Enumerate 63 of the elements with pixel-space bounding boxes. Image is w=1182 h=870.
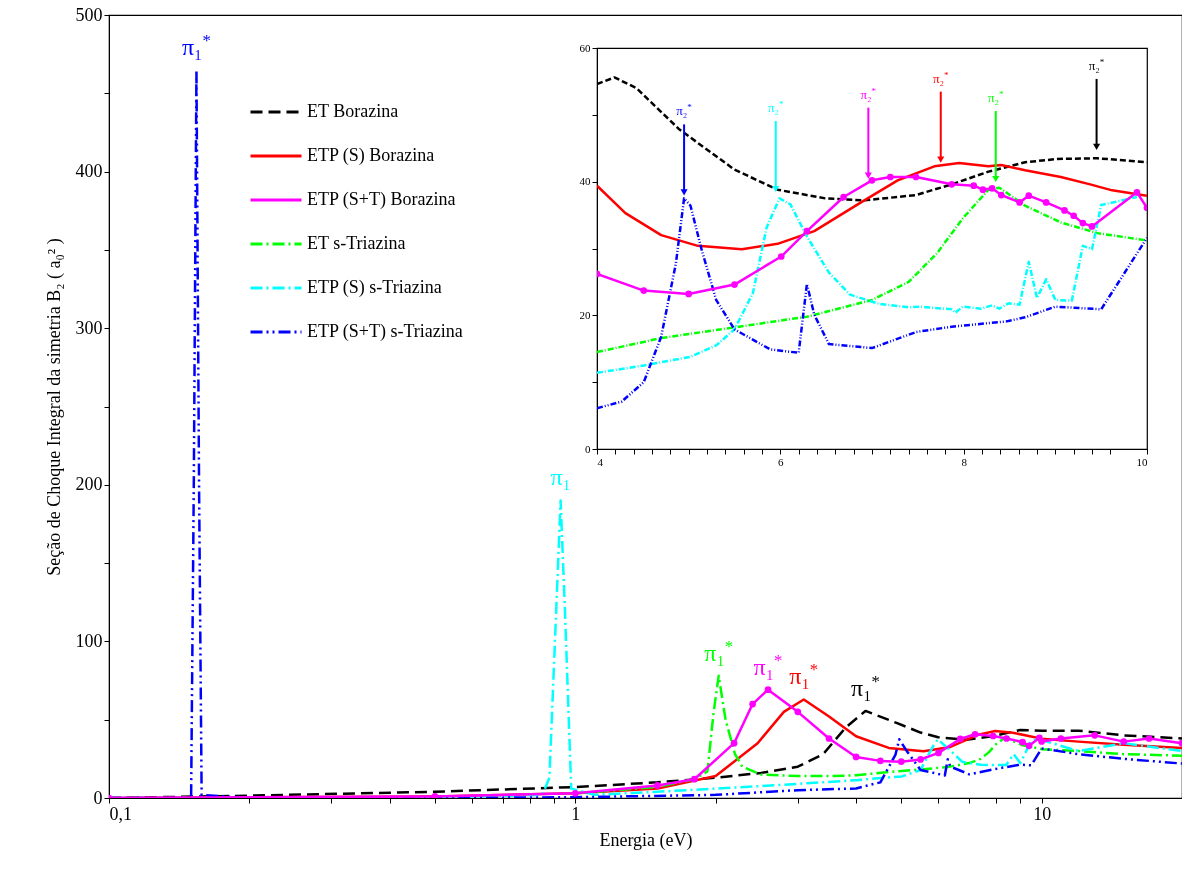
x-tick-label: 10 <box>1136 455 1148 468</box>
annotation: π₁ <box>550 464 571 491</box>
legend-label: ETP (S) Borazina <box>307 145 435 166</box>
legend-label: ET Borazina <box>307 101 399 121</box>
point <box>640 287 648 294</box>
point <box>1025 192 1033 200</box>
y-tick-label: 400 <box>75 161 103 182</box>
point <box>1133 189 1141 196</box>
y-tick-label: 300 <box>75 317 103 338</box>
point <box>1079 219 1087 227</box>
x-axis-title: Energia (eV) <box>599 829 693 851</box>
point <box>1070 212 1078 220</box>
point <box>1061 207 1068 214</box>
line-series <box>597 197 1147 410</box>
point <box>970 182 978 190</box>
y-tick-label: 200 <box>75 474 103 495</box>
y-tick-label: 0 <box>585 442 591 455</box>
x-tick-label: 10 <box>1033 803 1052 824</box>
point <box>803 227 811 235</box>
point <box>685 290 693 298</box>
point <box>912 173 920 181</box>
point <box>948 180 956 188</box>
point <box>997 191 1005 199</box>
point <box>731 281 738 288</box>
x-tick-label: 0,1 <box>109 803 132 824</box>
point <box>868 176 876 184</box>
line-series <box>597 173 1147 298</box>
x-tick-label: 4 <box>597 455 604 468</box>
y-tick-label: 20 <box>579 308 591 321</box>
point <box>1042 199 1050 206</box>
annotation: π₂$^{*}$ <box>1088 56 1105 73</box>
annotation: π₁$^{*}$ <box>704 636 734 666</box>
annotation: π₁$^{*}$ <box>851 671 880 701</box>
line-series <box>597 186 1147 354</box>
x-tick-label: 8 <box>961 455 968 468</box>
annotation: π₂$^{*}$ <box>987 89 1005 106</box>
y-tick-label: 100 <box>75 630 103 651</box>
line-series <box>597 161 1147 251</box>
x-tick-label: 1 <box>571 803 581 824</box>
legend-label: ETP (S) s-Triazina <box>307 277 442 298</box>
y-tick-label: 60 <box>579 41 591 54</box>
annotation: π₁$^{*}$ <box>182 30 211 60</box>
annotation: π₂$^{*}$ <box>676 102 693 119</box>
y-axis-title: Seção de Choque Integral da simetria B₂ ( a₀² ) <box>43 238 65 576</box>
point <box>840 193 847 201</box>
point <box>1088 223 1096 230</box>
point <box>979 186 987 194</box>
legend-label: ET s-Triazina <box>307 233 406 253</box>
y-tick-label: 500 <box>75 4 103 25</box>
legend-label: ETP (S+T) Borazina <box>307 189 456 210</box>
annotation: π₂$^{*}$ <box>932 69 950 86</box>
x-tick-label: 6 <box>778 455 785 468</box>
annotation: π₂$^{*}$ <box>860 85 877 102</box>
annotation: π₁$^{*}$ <box>789 660 819 690</box>
point <box>777 253 785 260</box>
point <box>1016 199 1023 206</box>
y-tick-label: 0 <box>93 787 103 808</box>
legend-label: ETP (S+T) s-Triazina <box>307 321 463 342</box>
point <box>988 185 996 192</box>
y-tick-label: 40 <box>579 175 591 188</box>
annotation: π₂$^{*}$ <box>767 99 785 116</box>
point <box>886 173 894 181</box>
annotation: π₁$^{*}$ <box>753 650 783 680</box>
